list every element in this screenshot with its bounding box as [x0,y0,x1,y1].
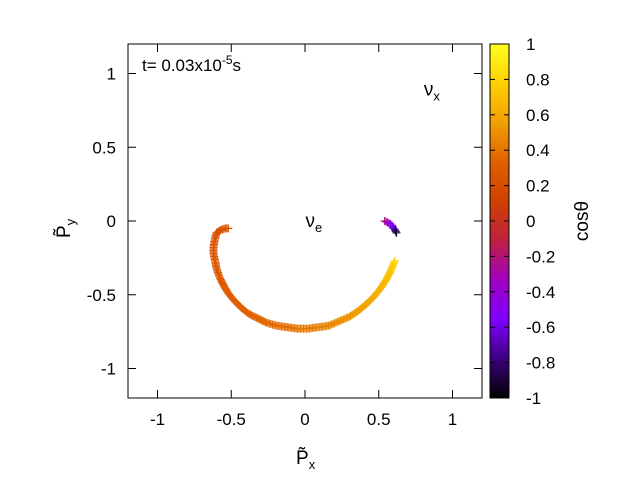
series-2 [380,217,401,237]
data-point [390,258,399,267]
colorbar-tick-label: 0.4 [526,141,550,160]
time-prefix: t= 0.03x10 [142,56,222,75]
time-suffix: s [233,56,242,75]
y-tick-label: 0 [107,212,116,231]
data-point [391,227,400,236]
colorbar-tick-label: -0.6 [526,318,555,337]
colorbar-ticks: 1 0.8 0.6 0.4 0.2 0 -0.2 -0.4 -0.6 -0.8 -1 [490,35,555,408]
y-tick-label: 1 [107,65,116,84]
x-tick-label: 1 [448,410,457,429]
x-tick-label: -0.5 [217,410,246,429]
y-axis: 1 0.5 0 -0.5 -1 [87,65,482,379]
colorbar-tick-label: -1 [526,389,541,408]
x-axis: -1 -0.5 0 0.5 1 [150,44,457,429]
colorbar-tick-label: 0.6 [526,106,550,125]
x-tick-label: -1 [150,410,165,429]
species-label-main: ν [424,80,434,101]
y-tick-label: -0.5 [87,286,116,305]
x-tick-label: 0 [300,410,309,429]
species-label-sub: x [433,89,440,104]
y-axis-title: P̃y [53,218,78,238]
data-points [209,217,401,333]
colorbar-tick-label: 0 [526,212,535,231]
colorbar-tick-label: -0.2 [526,247,555,266]
time-annotation: t= 0.03x10-5s [142,53,241,75]
x-axis-title-sub: x [309,457,316,472]
x-axis-title-main: P̃ [296,447,309,469]
x-axis-title: P̃x [296,447,316,472]
colorbar-tick-label: 1 [526,35,535,54]
species-label: νe [305,211,322,235]
x-tick-label: 0.5 [367,410,391,429]
species-label-sub: e [315,220,322,235]
y-tick-label: -1 [101,360,116,379]
species-label-main: ν [305,211,315,232]
colorbar-title: cosθ [572,201,593,241]
y-tick-label: 0.5 [92,138,116,157]
colorbar-tick-label: -0.8 [526,354,555,373]
time-exponent: -5 [222,53,233,67]
series-1 [209,224,399,333]
species-label: νx [424,80,441,104]
data-point [390,256,399,265]
y-axis-title-main: P̃ [53,225,75,238]
colorbar-tick-label: 0.8 [526,70,550,89]
y-axis-title-sub: y [63,218,78,225]
data-point [392,228,401,237]
colorbar-tick-label: -0.4 [526,283,555,302]
colorbar-tick-label: 0.2 [526,177,550,196]
